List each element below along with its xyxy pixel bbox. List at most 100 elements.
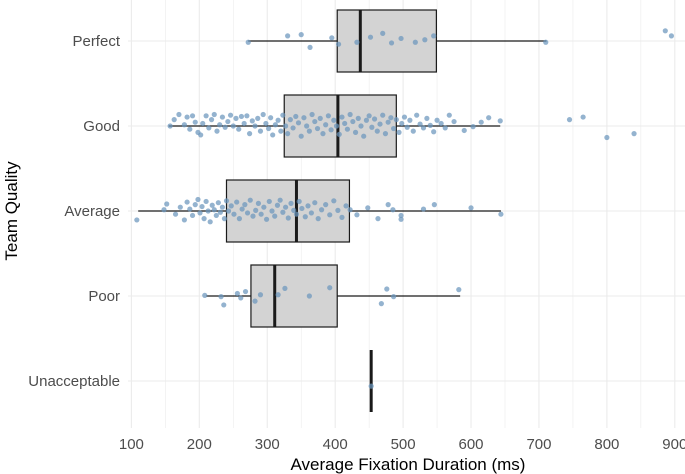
data-point [225, 208, 232, 214]
data-point [401, 114, 408, 120]
data-point [497, 118, 503, 124]
data-point [315, 216, 321, 222]
data-point [230, 123, 236, 129]
x-tick-label: 800 [594, 436, 619, 453]
data-point [363, 117, 370, 123]
data-point [263, 120, 269, 127]
data-point [239, 206, 245, 212]
data-point [197, 210, 203, 216]
data-point [288, 200, 294, 206]
iqr-box [250, 264, 338, 328]
data-point [176, 111, 182, 118]
data-point [282, 123, 289, 129]
data-point [354, 212, 360, 218]
data-point [192, 202, 198, 208]
data-point [255, 115, 261, 121]
data-point [331, 117, 337, 123]
jitter-points [134, 28, 675, 389]
iqr-box [225, 179, 351, 243]
data-point [461, 127, 467, 134]
data-point [369, 124, 375, 130]
data-point [393, 117, 399, 123]
data-point [244, 210, 251, 216]
data-point [202, 292, 208, 298]
data-point [258, 211, 264, 217]
data-point [219, 114, 226, 120]
data-point [543, 39, 549, 45]
data-point [184, 199, 190, 205]
data-point [352, 129, 359, 135]
data-point [417, 121, 423, 127]
data-point [223, 198, 230, 204]
data-point [280, 209, 286, 215]
data-point [263, 216, 270, 222]
data-point [412, 39, 418, 45]
data-point [203, 113, 209, 119]
data-point [275, 292, 281, 298]
data-point [306, 293, 312, 299]
data-point [354, 39, 360, 45]
data-point [347, 111, 353, 118]
data-point [234, 199, 240, 205]
data-point [192, 119, 198, 125]
x-axis-title: Average Fixation Duration (ms) [291, 455, 526, 474]
data-point [431, 202, 437, 208]
data-point [245, 39, 251, 45]
data-point [270, 132, 276, 138]
data-point [282, 285, 288, 291]
data-point [221, 216, 228, 222]
data-point [422, 37, 428, 43]
data-point [184, 114, 190, 120]
data-point [377, 121, 383, 127]
data-point [312, 118, 318, 125]
y-tick-label: Poor [88, 288, 120, 305]
data-point [323, 202, 329, 208]
data-point [468, 205, 474, 211]
data-point [414, 112, 420, 118]
data-point [290, 125, 296, 131]
data-point [385, 119, 391, 125]
data-point [227, 112, 234, 118]
data-point [266, 198, 272, 205]
data-point [236, 216, 242, 222]
data-point [388, 40, 395, 46]
data-point [217, 209, 223, 215]
data-point [203, 198, 209, 205]
data-point [222, 124, 228, 130]
data-point [211, 111, 217, 118]
data-point [285, 215, 291, 221]
y-tick-label: Unacceptable [28, 373, 120, 390]
data-point [282, 204, 289, 210]
data-point [241, 120, 247, 127]
data-point [208, 117, 215, 123]
data-point [207, 219, 213, 225]
data-point [347, 207, 353, 213]
data-point [285, 131, 291, 137]
data-point [252, 123, 258, 129]
data-point [365, 205, 371, 211]
x-tick-label: 600 [459, 436, 484, 453]
data-point [333, 123, 340, 129]
data-point [358, 123, 364, 129]
data-point [390, 294, 397, 300]
data-point [177, 204, 183, 210]
data-point [317, 115, 323, 121]
data-point [308, 210, 315, 216]
data-point [478, 119, 484, 125]
data-point [456, 287, 462, 293]
data-point [242, 288, 249, 295]
y-tick-label: Perfect [72, 33, 120, 50]
data-point [231, 211, 237, 217]
data-point [272, 122, 279, 128]
data-point [260, 111, 266, 118]
data-point [171, 117, 177, 123]
data-point [446, 112, 452, 118]
data-point [181, 122, 187, 128]
data-point [327, 212, 333, 218]
data-point [296, 198, 302, 205]
data-point [434, 117, 440, 123]
data-point [242, 202, 248, 208]
data-point [361, 133, 367, 139]
data-point [266, 125, 272, 132]
data-point [390, 207, 396, 213]
